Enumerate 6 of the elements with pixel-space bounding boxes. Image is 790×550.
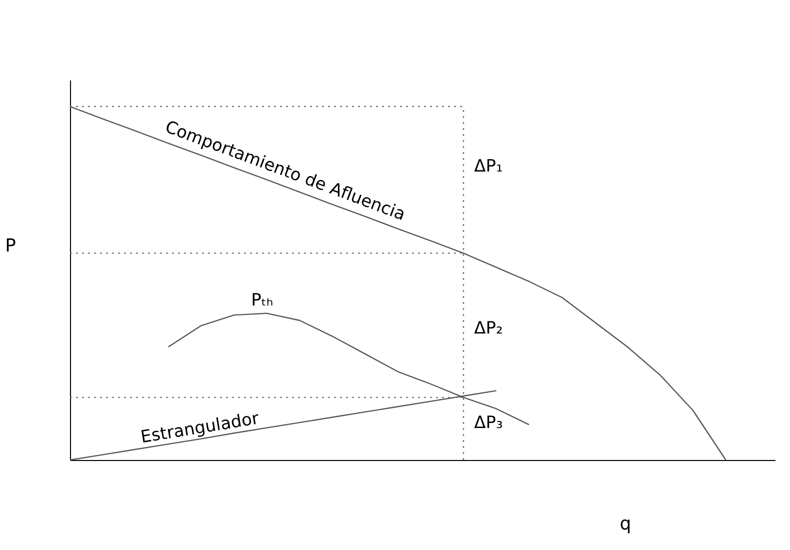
x-axis-title: q <box>620 514 632 534</box>
y-axis-title: P <box>5 236 16 256</box>
annotation: ΔP₃ <box>474 413 503 434</box>
annotation: Pₜₕ <box>251 290 274 311</box>
annotation: ΔP₁ <box>474 156 503 176</box>
annotation: ΔP₂ <box>474 318 503 338</box>
